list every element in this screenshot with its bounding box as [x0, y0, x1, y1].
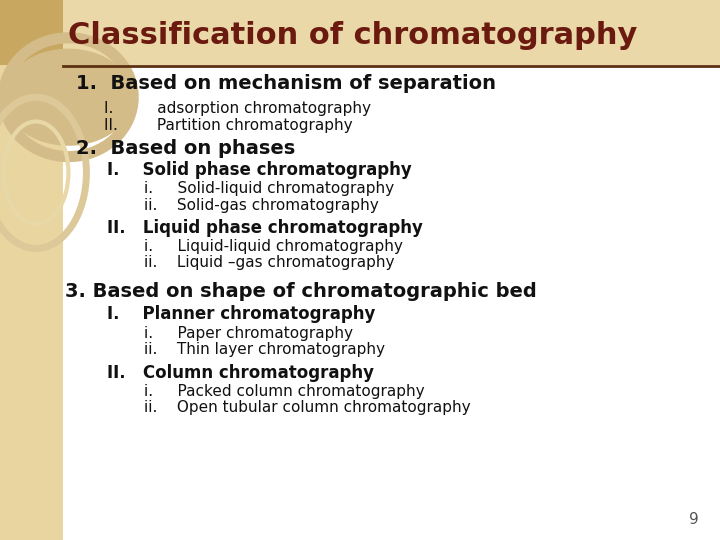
Text: ii.    Liquid –gas chromatography: ii. Liquid –gas chromatography — [144, 255, 395, 271]
Text: I.         adsorption chromatography: I. adsorption chromatography — [104, 100, 372, 116]
Text: ii.    Thin layer chromatography: ii. Thin layer chromatography — [144, 342, 385, 357]
Text: i.     Packed column chromatography: i. Packed column chromatography — [144, 384, 425, 399]
Text: 1.  Based on mechanism of separation: 1. Based on mechanism of separation — [76, 74, 495, 93]
Text: i.     Paper chromatography: i. Paper chromatography — [144, 326, 353, 341]
Text: ii.    Solid-gas chromatography: ii. Solid-gas chromatography — [144, 198, 379, 213]
Text: i.     Solid-liquid chromatography: i. Solid-liquid chromatography — [144, 181, 394, 197]
Text: ii.    Open tubular column chromatography: ii. Open tubular column chromatography — [144, 400, 471, 415]
FancyBboxPatch shape — [0, 0, 63, 540]
Text: 9: 9 — [688, 511, 698, 526]
Text: 3. Based on shape of chromatographic bed: 3. Based on shape of chromatographic bed — [65, 282, 536, 301]
Text: II.   Column chromatography: II. Column chromatography — [107, 363, 374, 382]
Text: II.        Partition chromatography: II. Partition chromatography — [104, 118, 353, 133]
Text: Classification of chromatography: Classification of chromatography — [68, 21, 638, 50]
Text: I.    Planner chromatography: I. Planner chromatography — [107, 305, 375, 323]
Text: i.     Liquid-liquid chromatography: i. Liquid-liquid chromatography — [144, 239, 403, 254]
Wedge shape — [4, 49, 133, 146]
Text: I.    Solid phase chromatography: I. Solid phase chromatography — [107, 161, 411, 179]
FancyBboxPatch shape — [63, 0, 720, 65]
FancyBboxPatch shape — [0, 0, 63, 65]
Text: 2.  Based on phases: 2. Based on phases — [76, 139, 295, 158]
Text: II.   Liquid phase chromatography: II. Liquid phase chromatography — [107, 219, 423, 237]
